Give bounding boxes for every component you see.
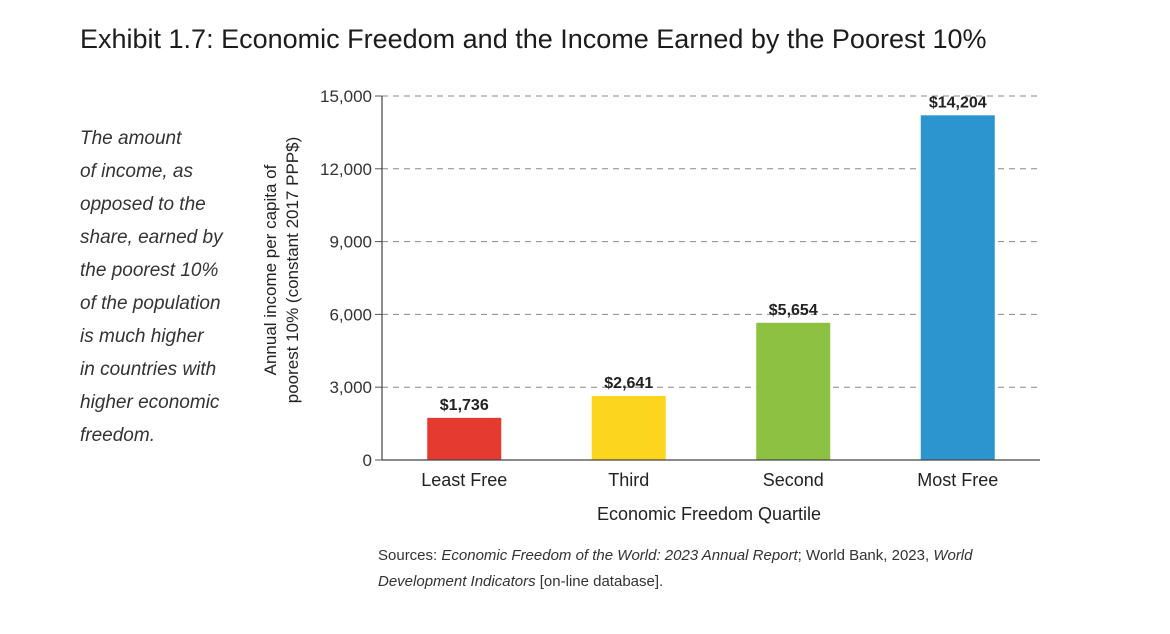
y-axis-title: Annual income per capita of poorest 10% (…: [261, 137, 302, 404]
x-category-label: Third: [608, 470, 649, 490]
sources-label: Sources:: [378, 547, 442, 564]
sidebar-line: The amount: [80, 128, 182, 149]
sources-report: Economic Freedom of the World: 2023 Annu…: [441, 547, 798, 564]
sidebar-line: of income, as: [80, 161, 193, 182]
bar-value-label: $14,204: [929, 94, 987, 111]
sidebar-line: in countries with: [80, 359, 217, 380]
x-category-label: Most Free: [917, 470, 998, 490]
bar-value-label: $2,641: [604, 375, 653, 392]
y-axis-title-line: Annual income per capita of: [261, 164, 280, 375]
y-tick-label: 15,000: [320, 87, 372, 106]
x-axis-title: Economic Freedom Quartile: [597, 504, 821, 524]
sources-separator: ; World Bank, 2023,: [797, 547, 934, 564]
sidebar-line: is much higher: [80, 326, 204, 347]
y-tick-label: 12,000: [320, 160, 372, 179]
sidebar-line: of the population: [80, 293, 221, 314]
bar-value-label: $5,654: [769, 302, 818, 319]
sources-tail: [on-line database].: [535, 573, 664, 590]
sources-note: Sources: Economic Freedom of the World: …: [378, 543, 1058, 595]
sidebar-line: share, earned by: [80, 227, 223, 248]
bars: [427, 115, 995, 460]
x-category-label: Second: [763, 470, 824, 490]
y-tick-label: 0: [363, 451, 372, 470]
x-category-label: Least Free: [421, 470, 507, 490]
sidebar-line: the poorest 10%: [80, 260, 219, 281]
sources-database: World Development Indicators: [378, 547, 973, 590]
bar: [427, 417, 502, 460]
y-tick-label: 6,000: [329, 305, 372, 324]
bar: [920, 115, 995, 460]
axes: [375, 95, 1040, 461]
sidebar-line: freedom.: [80, 425, 155, 446]
chart-title: Exhibit 1.7: Economic Freedom and the In…: [80, 24, 987, 54]
labels: 0 3,000 6,000 9,000 12,000 15,000 $1,736 Least …: [261, 87, 998, 524]
sidebar-caption: The amount of income, as opposed to the …: [80, 122, 250, 452]
bar-value-label: $1,736: [440, 397, 489, 414]
sidebar-line: higher economic: [80, 392, 220, 413]
y-axis-title-line: poorest 10% (constant 2017 PPP$): [283, 137, 302, 404]
y-tick-label: 9,000: [329, 233, 372, 252]
bar: [591, 395, 666, 460]
sidebar-line: opposed to the: [80, 194, 206, 215]
bar: [756, 322, 831, 460]
y-tick-label: 3,000: [329, 378, 372, 397]
